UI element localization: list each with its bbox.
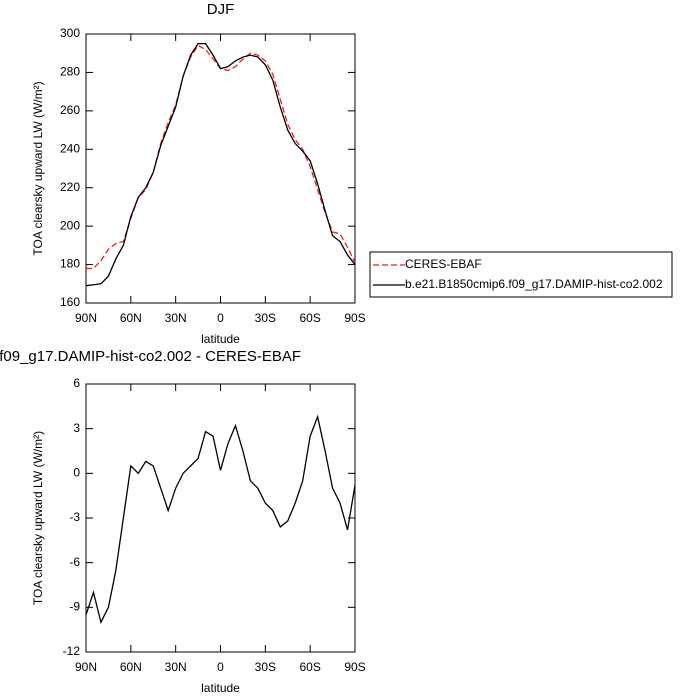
x-tick-label: 90N (75, 660, 97, 674)
y-axis-label: TOA clearsky upward LW (W/m²) (31, 81, 45, 255)
y-tick-label: 0 (73, 466, 80, 480)
y-tick-label: 260 (60, 103, 80, 117)
x-tick-label: 30N (165, 660, 187, 674)
x-tick-label: 30N (165, 311, 187, 325)
y-tick-label: -3 (69, 510, 80, 524)
x-axis-label: latitude (201, 332, 240, 346)
x-tick-label: 90N (75, 311, 97, 325)
y-tick-label: 160 (60, 295, 80, 309)
legend-box (369, 251, 673, 298)
chart-title: b.e21.B1850cmip6.f09_g17.DAMIP-hist-co2.… (0, 348, 301, 365)
legend-label: CERES-EBAF (405, 257, 482, 271)
y-tick-label: -9 (69, 600, 80, 614)
x-tick-label: 30S (255, 660, 276, 674)
x-tick-label: 60S (299, 311, 320, 325)
y-tick-label: -6 (69, 555, 80, 569)
y-tick-label: 220 (60, 180, 80, 194)
x-tick-label: 0 (217, 311, 224, 325)
plot-frame (85, 383, 356, 653)
y-tick-label: -12 (63, 644, 81, 658)
data-line (85, 414, 356, 625)
x-tick-label: 30S (255, 311, 276, 325)
x-tick-label: 90S (344, 660, 365, 674)
data-line (85, 42, 356, 287)
x-tick-label: 60N (120, 311, 142, 325)
legend-label: b.e21.B1850cmip6.f09_g17.DAMIP-hist-co2.… (405, 277, 663, 291)
y-axis-label: TOA clearsky upward LW (W/m²) (31, 431, 45, 605)
plot-frame (85, 33, 356, 304)
y-tick-label: 180 (60, 257, 80, 271)
y-tick-label: 300 (60, 26, 80, 40)
x-tick-label: 90S (344, 311, 365, 325)
x-tick-label: 60N (120, 660, 142, 674)
x-axis-label: latitude (201, 681, 240, 695)
x-tick-label: 60S (299, 660, 320, 674)
y-tick-label: 280 (60, 65, 80, 79)
y-tick-label: 200 (60, 218, 80, 232)
chart-title: DJF (207, 1, 235, 18)
y-tick-label: 240 (60, 141, 80, 155)
y-tick-label: 3 (73, 421, 80, 435)
y-tick-label: 6 (73, 376, 80, 390)
x-tick-label: 0 (217, 660, 224, 674)
